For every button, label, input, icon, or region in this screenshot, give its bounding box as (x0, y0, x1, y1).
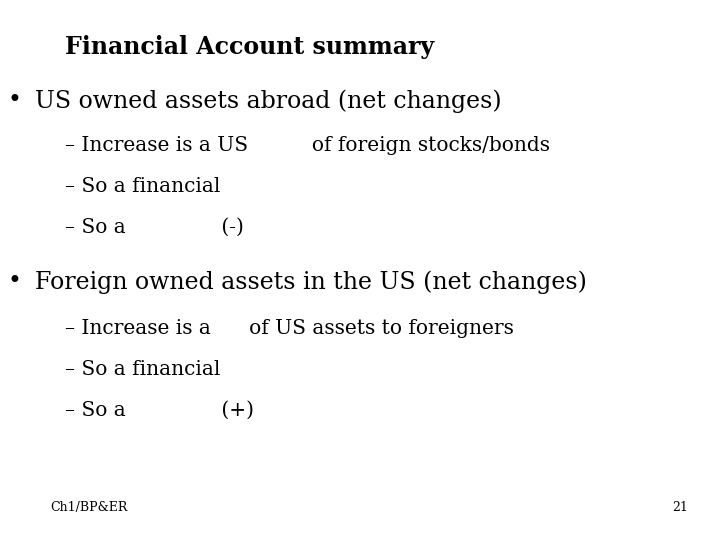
Text: – So a financial: – So a financial (65, 177, 220, 196)
Text: Foreign owned assets in the US (net changes): Foreign owned assets in the US (net chan… (35, 270, 586, 294)
Text: – So a               (+): – So a (+) (65, 401, 254, 420)
Text: •: • (7, 89, 21, 112)
Text: US owned assets abroad (net changes): US owned assets abroad (net changes) (35, 89, 501, 113)
Text: – Increase is a      of US assets to foreigners: – Increase is a of US assets to foreigne… (65, 319, 513, 338)
Text: – So a financial: – So a financial (65, 360, 220, 379)
Text: – So a               (-): – So a (-) (65, 218, 243, 237)
Text: Financial Account summary: Financial Account summary (65, 35, 434, 59)
Text: – Increase is a US          of foreign stocks/bonds: – Increase is a US of foreign stocks/bon… (65, 136, 550, 155)
Text: •: • (7, 270, 21, 293)
Text: Ch1/BP&ER: Ch1/BP&ER (50, 501, 127, 514)
Text: 21: 21 (672, 501, 688, 514)
